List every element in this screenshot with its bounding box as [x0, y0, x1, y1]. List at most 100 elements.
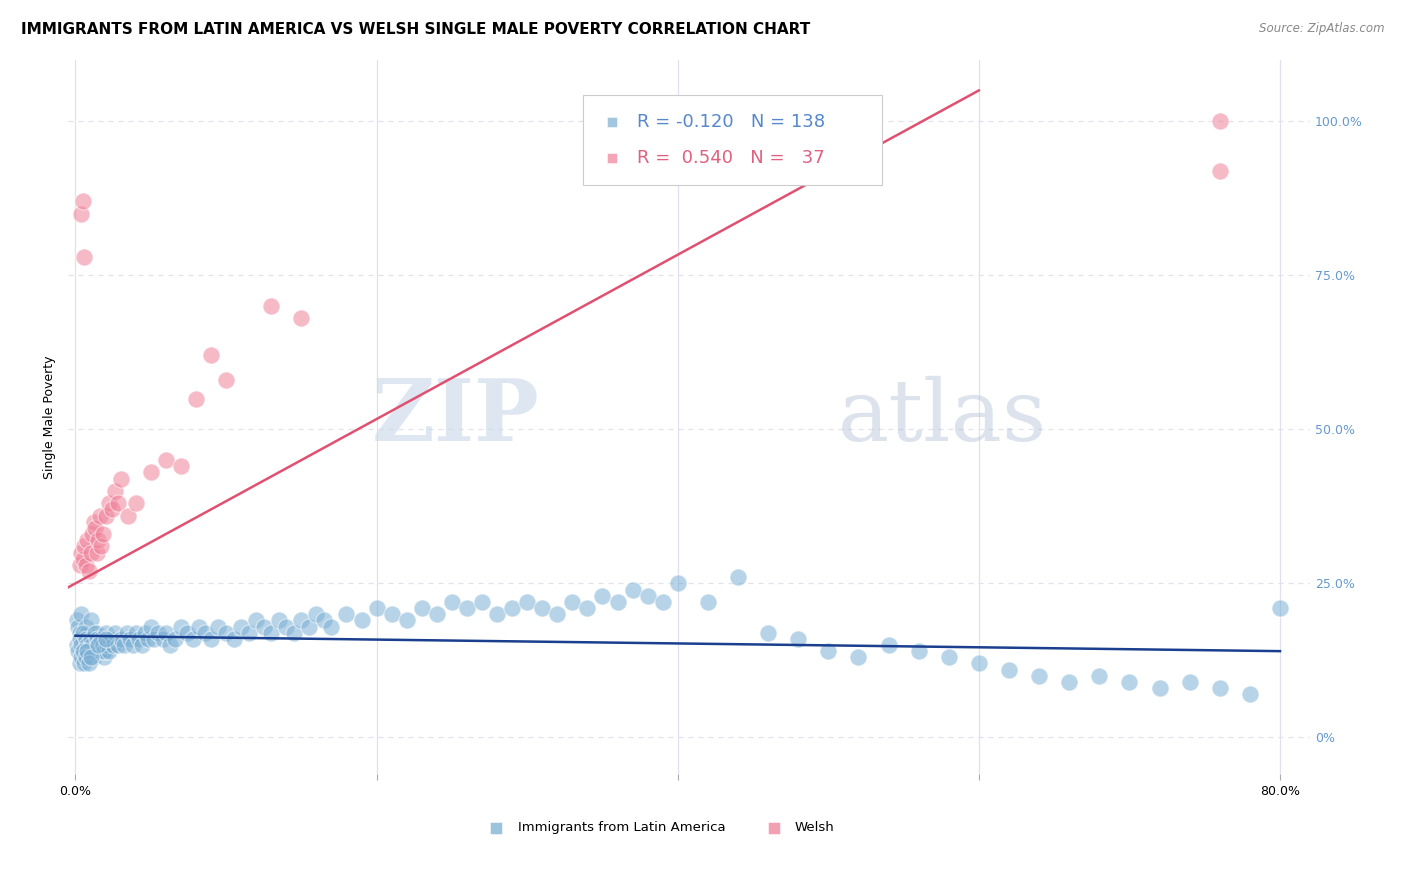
Point [72, 644, 94, 658]
Y-axis label: Single Male Poverty: Single Male Poverty [44, 355, 56, 479]
Point [94, 644, 117, 658]
Point [66, 613, 89, 627]
Point [139, 466, 162, 480]
Point [155, 453, 177, 467]
Point [77, 657, 100, 671]
Point [298, 619, 321, 633]
Point [112, 638, 135, 652]
Point [200, 632, 222, 646]
Point [1178, 675, 1201, 690]
Point [72, 625, 94, 640]
Point [121, 638, 143, 652]
Point [73, 638, 96, 652]
Point [84, 521, 107, 535]
Point [69, 632, 91, 646]
Point [77, 632, 100, 646]
Point [76, 625, 98, 640]
Point [77, 644, 100, 658]
Point [72, 194, 94, 209]
Point [381, 607, 404, 622]
Point [83, 515, 105, 529]
Point [87, 533, 110, 548]
Point [96, 638, 118, 652]
Point [70, 607, 93, 622]
Point [97, 644, 120, 658]
Point [101, 638, 124, 652]
Point [107, 638, 129, 652]
Text: atlas: atlas [838, 376, 1047, 458]
Point [142, 632, 165, 646]
Point [312, 613, 335, 627]
Point [411, 601, 433, 615]
Point [546, 607, 568, 622]
Point [134, 625, 156, 640]
Point [456, 601, 478, 615]
Point [516, 595, 538, 609]
Point [159, 638, 181, 652]
Point [321, 619, 343, 633]
Point [69, 657, 91, 671]
Point [98, 632, 121, 646]
Point [87, 632, 110, 646]
Point [170, 459, 193, 474]
Point [666, 576, 689, 591]
Point [125, 625, 148, 640]
Point [350, 613, 373, 627]
Point [1268, 601, 1291, 615]
Point [395, 613, 418, 627]
Point [80, 644, 103, 658]
Point [89, 644, 111, 658]
Point [260, 299, 283, 313]
Point [440, 595, 463, 609]
FancyBboxPatch shape [583, 95, 882, 185]
Point [290, 613, 312, 627]
Point [93, 644, 115, 658]
Point [110, 632, 132, 646]
Point [94, 632, 117, 646]
Point [155, 625, 177, 640]
Point [110, 472, 132, 486]
Point [67, 644, 90, 658]
Point [260, 625, 283, 640]
Point [283, 625, 305, 640]
Point [229, 619, 252, 633]
Point [76, 638, 98, 652]
Point [70, 650, 93, 665]
Point [79, 613, 101, 627]
Point [637, 589, 659, 603]
Point [724, 168, 747, 182]
Point [194, 625, 217, 640]
Point [73, 250, 96, 264]
Point [69, 625, 91, 640]
Point [1149, 681, 1171, 695]
Point [125, 496, 148, 510]
Point [152, 632, 174, 646]
Point [89, 508, 111, 523]
Point [907, 644, 929, 658]
Point [87, 638, 110, 652]
Point [77, 564, 100, 578]
Point [253, 619, 276, 633]
Point [366, 601, 388, 615]
Point [75, 558, 97, 572]
Point [86, 632, 108, 646]
Point [83, 644, 105, 658]
Point [621, 582, 644, 597]
Point [1028, 669, 1050, 683]
Point [170, 619, 193, 633]
Point [75, 650, 97, 665]
Point [305, 607, 328, 622]
Point [86, 625, 108, 640]
Point [1209, 114, 1232, 128]
Point [724, 199, 747, 213]
Point [73, 644, 96, 658]
Point [84, 638, 107, 652]
Point [87, 638, 110, 652]
Point [184, 392, 207, 406]
Point [91, 632, 114, 646]
Point [651, 595, 673, 609]
Point [276, 619, 298, 633]
Point [107, 496, 129, 510]
Point [75, 619, 97, 633]
Text: ZIP: ZIP [373, 375, 540, 459]
